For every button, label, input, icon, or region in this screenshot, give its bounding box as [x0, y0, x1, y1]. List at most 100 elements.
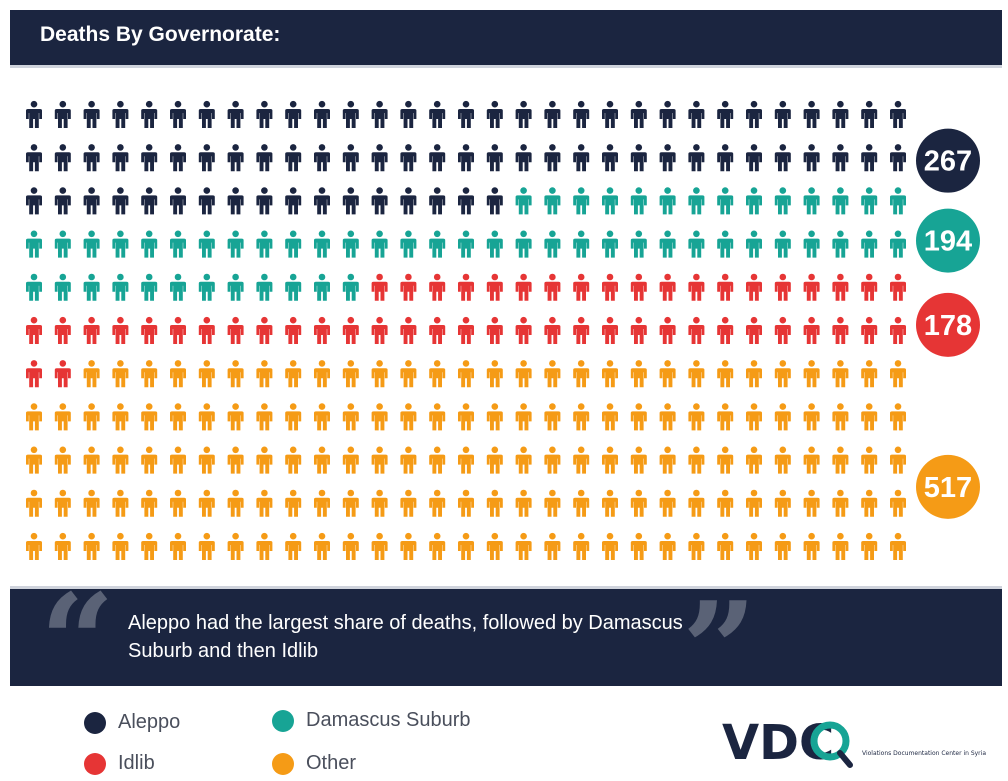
person-icon [256, 230, 273, 258]
person-icon [400, 100, 417, 128]
person-icon [890, 532, 906, 560]
person-icon [371, 489, 388, 517]
person-icon [688, 446, 705, 474]
person-icon [26, 230, 42, 258]
person-icon [832, 100, 849, 128]
person-icon [890, 316, 906, 344]
person-icon [285, 403, 302, 431]
person-icon [803, 360, 820, 388]
person-icon [458, 100, 474, 128]
person-icon [314, 360, 330, 388]
person-icon [861, 316, 878, 344]
person-icon [688, 273, 705, 301]
badge-circle [916, 292, 980, 357]
person-icon [285, 360, 302, 388]
person-icon [659, 446, 676, 474]
person-icon [544, 489, 561, 517]
person-icon [170, 187, 186, 215]
person-icon [573, 532, 590, 560]
badge-label: 194 [924, 226, 972, 258]
person-icon [26, 360, 42, 388]
person-icon [314, 403, 330, 431]
person-icon [141, 360, 158, 388]
person-icon [573, 273, 590, 301]
person-icon [486, 489, 503, 517]
person-icon [342, 230, 359, 258]
person-icon [112, 100, 129, 128]
person-icon [458, 144, 474, 172]
person-icon [26, 403, 42, 431]
person-icon [458, 360, 474, 388]
person-icon [717, 316, 734, 344]
person-icon [746, 230, 762, 258]
person-icon [371, 187, 388, 215]
person-icon [371, 446, 388, 474]
person-icon [26, 316, 42, 344]
person-icon [486, 446, 503, 474]
person-icon [486, 187, 503, 215]
badge-circle [916, 128, 980, 193]
legend-label: Damascus Suburb [306, 709, 471, 731]
person-icon [429, 144, 446, 172]
person-icon [141, 532, 158, 560]
person-icon [400, 532, 417, 560]
legend-dot-icon [84, 711, 106, 734]
person-icon [342, 316, 359, 344]
person-icon [458, 532, 474, 560]
person-icon [170, 100, 186, 128]
person-icon [141, 273, 158, 301]
person-icon [256, 187, 273, 215]
person-icon [458, 187, 474, 215]
logo-subtitle: Violations Documentation Center in Syria [862, 750, 986, 757]
person-icon [803, 187, 820, 215]
person-icon [256, 316, 273, 344]
person-icon [515, 446, 532, 474]
person-icon [774, 100, 791, 128]
person-icon [26, 273, 42, 301]
person-icon [227, 403, 244, 431]
person-icon [400, 187, 417, 215]
person-icon [861, 187, 878, 215]
legend-item-other: Other [272, 752, 356, 775]
person-icon [342, 100, 359, 128]
person-icon [256, 489, 273, 517]
person-icon [342, 403, 359, 431]
person-icon [256, 273, 273, 301]
person-icon [314, 187, 330, 215]
person-icon [890, 273, 906, 301]
person-icon [717, 532, 734, 560]
person-icon [83, 532, 100, 560]
person-icon [83, 187, 100, 215]
person-icon [285, 446, 302, 474]
person-icon [342, 446, 359, 474]
legend-label: Other [306, 752, 357, 774]
person-icon [717, 446, 734, 474]
person-icon [429, 446, 446, 474]
person-icon [774, 532, 791, 560]
person-icon [198, 446, 215, 474]
person-icon [746, 489, 762, 517]
person-icon [170, 316, 186, 344]
person-icon [861, 100, 878, 128]
person-icon [544, 360, 561, 388]
person-icon [573, 446, 590, 474]
person-icon [112, 360, 129, 388]
person-icon [659, 360, 676, 388]
person-icon [515, 100, 532, 128]
person-icon [544, 446, 561, 474]
person-icon [227, 532, 244, 560]
quote-band: “ Aleppo had the largest share of deaths… [10, 577, 1002, 715]
value-badge: 178 [916, 292, 980, 357]
person-icon [342, 144, 359, 172]
person-icon [832, 316, 849, 344]
person-icon [112, 446, 129, 474]
person-icon [141, 446, 158, 474]
person-icon [861, 230, 878, 258]
person-icon [746, 403, 762, 431]
person-icon [458, 273, 474, 301]
person-icon [861, 446, 878, 474]
legend-item-idlib: Idlib [84, 752, 155, 775]
legend-dot-icon [84, 752, 106, 775]
person-icon [890, 100, 906, 128]
person-icon [515, 489, 532, 517]
